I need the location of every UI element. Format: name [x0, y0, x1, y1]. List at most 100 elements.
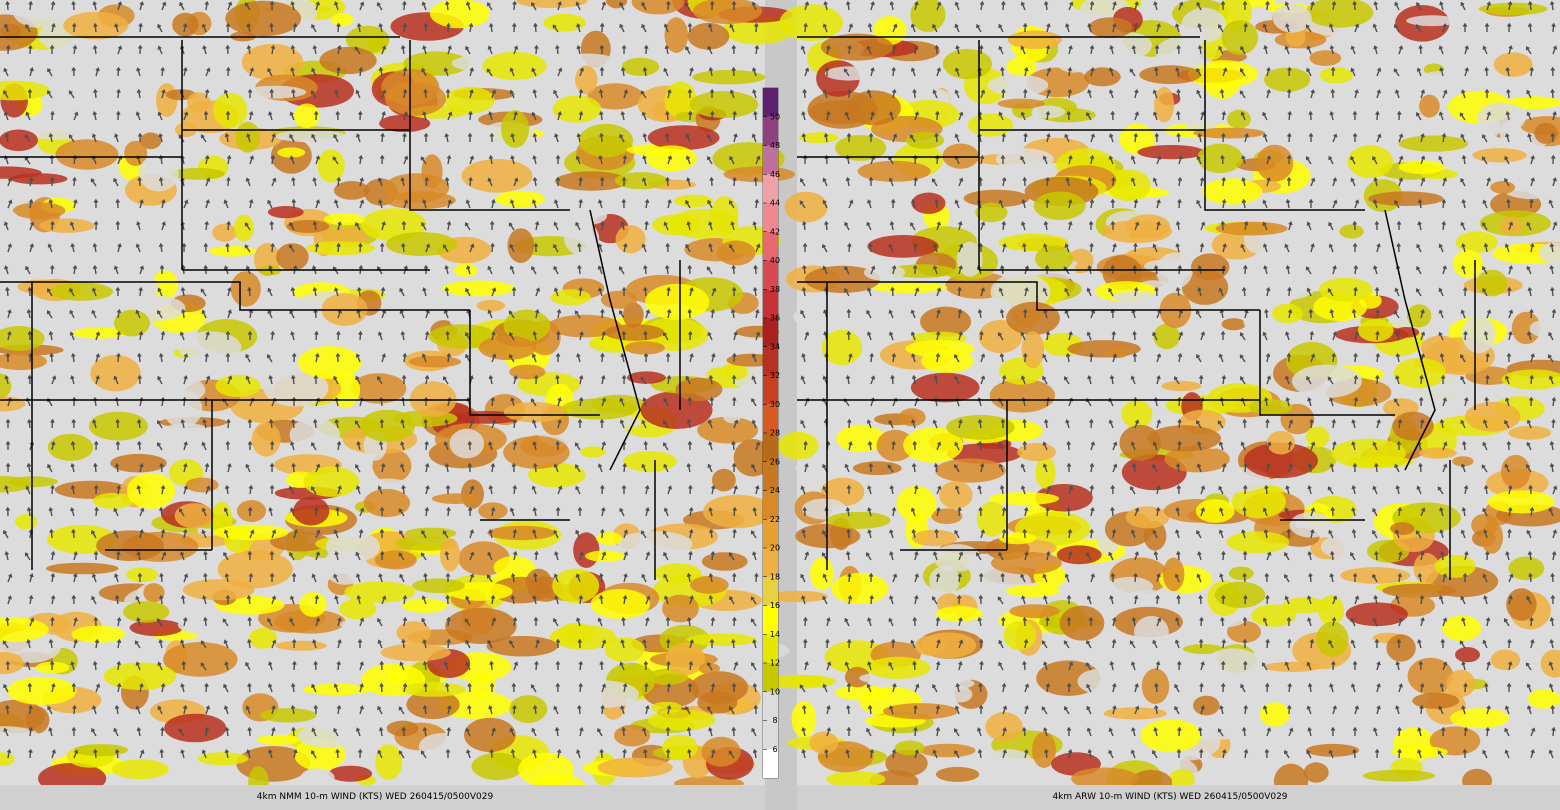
wind-arrow — [1354, 595, 1360, 605]
wind-patch — [450, 411, 523, 424]
wind-arrow — [1002, 705, 1008, 715]
wind-patch — [103, 662, 177, 691]
wind-arrow — [1437, 750, 1444, 759]
wind-arrow — [934, 44, 940, 55]
wind-arrow — [7, 595, 12, 605]
wind-arrow — [512, 418, 518, 429]
wind-arrow — [247, 550, 253, 561]
wind-arrow — [71, 682, 77, 693]
wind-arrow — [269, 462, 275, 473]
wind-arrow — [204, 682, 209, 693]
wind-patch — [10, 173, 68, 185]
wind-arrow — [226, 66, 231, 77]
wind-arrow — [870, 375, 876, 385]
wind-arrow — [753, 110, 758, 121]
wind-arrow — [311, 573, 317, 583]
wind-arrow — [600, 352, 605, 363]
wind-arrow — [641, 111, 647, 121]
wind-arrow — [557, 111, 562, 121]
wind-patch — [1197, 143, 1243, 174]
wind-arrow — [1108, 67, 1114, 77]
wind-patch — [1357, 319, 1394, 342]
wind-arrow — [707, 331, 713, 341]
wind-arrow — [51, 682, 56, 693]
wind-arrow — [1043, 661, 1048, 671]
wind-arrow — [4, 550, 9, 561]
wind-patch — [831, 573, 889, 604]
wind-arrow — [1485, 550, 1490, 561]
wind-arrow — [1156, 375, 1161, 385]
wind-arrow — [1464, 45, 1469, 55]
wind-patch — [1291, 364, 1362, 398]
colorbar-segment — [763, 749, 778, 778]
wind-arrow — [1002, 177, 1007, 187]
wind-arrow — [1461, 243, 1466, 253]
wind-patch — [604, 324, 665, 341]
wind-arrow — [867, 661, 872, 671]
wind-arrow — [667, 155, 673, 165]
wind-arrow — [1332, 705, 1337, 715]
wind-arrow — [954, 354, 960, 363]
wind-arrow — [751, 1, 757, 11]
caption: 4km NMM 10-m WIND (KTS) WED 260415/0500V… — [257, 792, 494, 802]
wind-patch — [125, 567, 159, 583]
wind-arrow — [1176, 484, 1182, 495]
wind-arrow — [601, 551, 607, 561]
wind-arrow — [980, 89, 986, 99]
wind-patch — [936, 606, 983, 622]
wind-arrow — [92, 242, 98, 253]
wind-arrow — [46, 310, 53, 319]
wind-arrow — [891, 89, 897, 99]
wind-arrow — [554, 551, 559, 561]
wind-arrow — [1307, 550, 1312, 561]
wind-arrow — [911, 199, 916, 209]
wind-arrow — [47, 288, 53, 297]
wind-arrow — [622, 462, 627, 473]
wind-arrow — [556, 308, 562, 319]
wind-arrow — [662, 442, 669, 451]
wind-arrow — [3, 683, 9, 693]
wind-arrow — [751, 662, 757, 671]
wind-arrow — [954, 464, 960, 473]
wind-arrow — [532, 440, 537, 451]
wind-arrow — [732, 528, 737, 539]
wind-arrow — [1394, 1, 1400, 11]
wind-arrow — [707, 662, 713, 671]
wind-arrow — [1460, 221, 1466, 231]
wind-arrow — [599, 418, 605, 428]
wind-patch — [809, 731, 839, 754]
wind-arrow — [557, 485, 563, 495]
wind-arrow — [1353, 264, 1359, 275]
wind-arrow — [575, 529, 581, 539]
wind-arrow — [268, 507, 273, 517]
wind-arrow — [707, 463, 713, 473]
wind-arrow — [531, 727, 537, 737]
wind-arrow — [1310, 353, 1316, 363]
wind-arrow — [333, 683, 339, 693]
wind-arrow — [1352, 220, 1357, 231]
wind-arrow — [378, 440, 384, 451]
wind-patch — [1256, 264, 1319, 301]
wind-arrow — [914, 1, 919, 11]
wind-arrow — [379, 506, 385, 517]
colorbar-segment — [763, 145, 778, 175]
wind-arrow — [933, 462, 939, 473]
wind-arrow — [753, 704, 759, 715]
wind-arrow — [71, 726, 77, 737]
wind-arrow — [555, 176, 561, 186]
wind-arrow — [954, 89, 960, 99]
wind-arrow — [803, 616, 808, 627]
wind-arrow — [621, 44, 627, 55]
wind-arrow — [508, 222, 515, 231]
wind-arrow — [422, 45, 427, 55]
wind-arrow — [1046, 67, 1052, 77]
wind-patch — [385, 232, 457, 257]
wind-patch — [717, 240, 756, 266]
wind-arrow — [889, 1, 894, 11]
colorbar-segment — [763, 318, 778, 347]
wind-arrow — [1112, 441, 1118, 451]
wind-arrow — [666, 660, 671, 671]
wind-arrow — [533, 572, 538, 583]
wind-arrow — [358, 110, 363, 121]
wind-arrow — [1221, 374, 1227, 385]
